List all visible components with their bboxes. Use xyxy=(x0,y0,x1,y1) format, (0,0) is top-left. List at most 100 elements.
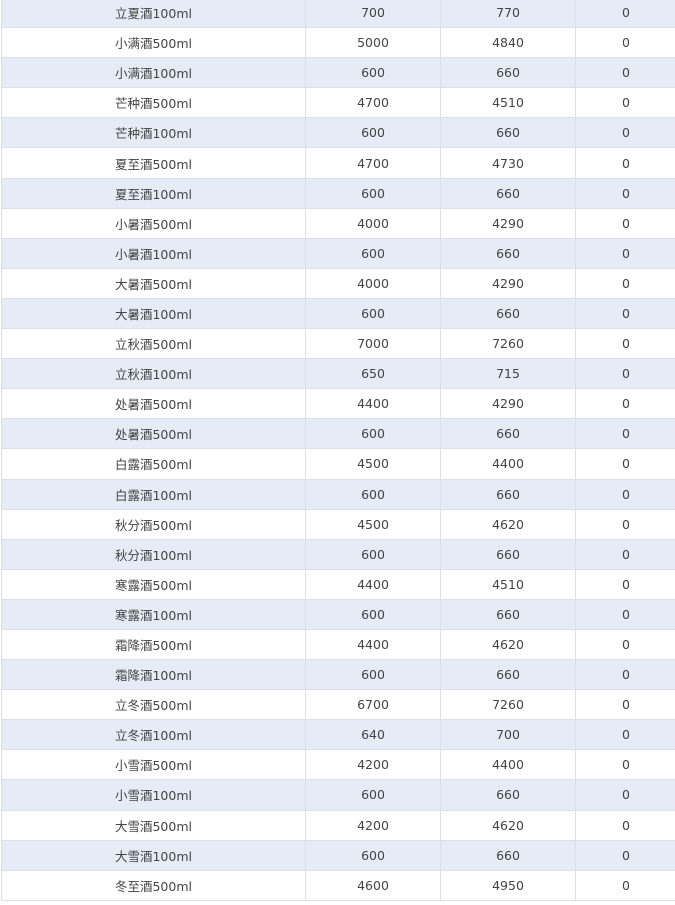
product-name-cell: 处暑酒500ml xyxy=(2,419,306,449)
table-row[interactable]: 白露酒100ml 600 660 0 xyxy=(2,479,675,510)
amount-cell: 770 xyxy=(441,0,576,28)
product-name-cell: 立冬酒500ml xyxy=(2,690,306,720)
table-row[interactable]: 小暑酒100ml 600 660 0 xyxy=(2,238,675,269)
table-row[interactable]: 大暑酒100ml 600 660 0 xyxy=(2,298,675,330)
table-row[interactable]: 处暑酒500ml 600 660 0 xyxy=(2,419,675,450)
quantity-cell: 0 xyxy=(622,215,630,231)
table-row[interactable]: 大暑酒500ml 4000 4290 0 xyxy=(2,268,675,299)
table-row[interactable]: 立秋酒100ml 650 715 0 xyxy=(2,359,675,390)
amount-cell: 660 xyxy=(441,780,576,810)
product-name-cell: 大雪酒100ml xyxy=(2,840,306,870)
table-row[interactable]: 冬至酒500ml 4600 4950 0 xyxy=(2,870,675,901)
product-name-cell: 秋分酒100ml xyxy=(2,539,306,569)
table-row[interactable]: 立秋酒500ml 7000 7260 0 xyxy=(2,329,675,360)
price-cell: 600 xyxy=(306,599,441,629)
quantity-cell: 0 xyxy=(622,275,630,291)
amount-cell: 7260 xyxy=(441,690,576,720)
table-row[interactable]: 立夏酒100ml 700 770 0 xyxy=(2,0,675,29)
table-row[interactable]: 寒露酒500ml 4400 4510 0 xyxy=(2,569,675,600)
product-name-cell: 霜降酒100ml xyxy=(2,660,306,690)
amount-cell: 4400 xyxy=(441,750,576,780)
table-row[interactable]: 立冬酒500ml 6700 7260 0 xyxy=(2,690,675,721)
quantity-cell: 0 xyxy=(622,697,630,713)
quantity-cell: 0 xyxy=(622,516,630,532)
price-cell: 7000 xyxy=(306,329,441,359)
quantity-cell: 0 xyxy=(622,245,630,261)
price-cell: 6700 xyxy=(306,690,441,720)
table-row[interactable]: 芒种酒100ml 600 660 0 xyxy=(2,118,675,149)
product-name-cell: 白露酒100ml xyxy=(2,479,306,509)
quantity-cell: 0 xyxy=(622,787,630,803)
price-cell: 4000 xyxy=(306,208,441,238)
amount-cell: 660 xyxy=(441,840,576,870)
quantity-cell: 0 xyxy=(622,155,630,171)
product-name-cell: 大暑酒100ml xyxy=(2,298,306,329)
quantity-cell: 0 xyxy=(622,576,630,592)
table-row[interactable]: 小满酒100ml 600 660 0 xyxy=(2,58,675,89)
amount-cell: 4840 xyxy=(441,28,576,58)
amount-cell: 660 xyxy=(441,599,576,629)
product-name-cell: 夏至酒500ml xyxy=(2,148,306,178)
price-cell: 600 xyxy=(306,238,441,268)
table-row[interactable]: 夏至酒100ml 600 660 0 xyxy=(2,178,675,209)
table-row[interactable]: 夏至酒500ml 4700 4730 0 xyxy=(2,148,675,179)
table-row[interactable]: 小暑酒500ml 4000 4290 0 xyxy=(2,208,675,239)
table-row[interactable]: 秋分酒500ml 4500 4620 0 xyxy=(2,509,675,540)
table-row[interactable]: 芒种酒500ml 4700 4510 0 xyxy=(2,88,675,119)
amount-cell: 4620 xyxy=(441,810,576,840)
table-row[interactable]: 秋分酒100ml 600 660 0 xyxy=(2,539,675,570)
table-row[interactable]: 处暑酒500ml 4400 4290 0 xyxy=(2,389,675,420)
price-cell: 4200 xyxy=(306,810,441,840)
amount-cell: 4400 xyxy=(441,449,576,479)
amount-cell: 700 xyxy=(441,720,576,750)
table-row[interactable]: 霜降酒500ml 4400 4620 0 xyxy=(2,629,675,661)
quantity-cell: 0 xyxy=(622,877,630,893)
price-cell: 4500 xyxy=(306,449,441,479)
price-cell: 600 xyxy=(306,419,441,449)
amount-cell: 660 xyxy=(441,118,576,148)
price-cell: 600 xyxy=(306,298,441,329)
price-cell: 640 xyxy=(306,720,441,750)
table-row[interactable]: 小雪酒500ml 4200 4400 0 xyxy=(2,750,675,781)
amount-cell: 660 xyxy=(441,479,576,509)
table-row[interactable]: 大雪酒100ml 600 660 0 xyxy=(2,840,675,871)
product-name-cell: 白露酒500ml xyxy=(2,449,306,479)
amount-cell: 7260 xyxy=(441,329,576,359)
table-row[interactable]: 霜降酒100ml 600 660 0 xyxy=(2,660,675,691)
table-row[interactable]: 小雪酒100ml 600 660 0 xyxy=(2,780,675,811)
quantity-cell: 0 xyxy=(622,727,630,743)
price-cell: 600 xyxy=(306,660,441,690)
price-cell: 4400 xyxy=(306,569,441,599)
quantity-cell: 0 xyxy=(622,5,630,21)
price-cell: 700 xyxy=(306,0,441,28)
amount-cell: 660 xyxy=(441,660,576,690)
amount-cell: 660 xyxy=(441,238,576,268)
quantity-cell: 0 xyxy=(622,637,630,653)
quantity-cell: 0 xyxy=(622,95,630,111)
price-cell: 4000 xyxy=(306,268,441,298)
product-name-cell: 霜降酒500ml xyxy=(2,629,306,660)
product-name-cell: 小满酒500ml xyxy=(2,28,306,58)
table-row[interactable]: 寒露酒100ml 600 660 0 xyxy=(2,599,675,630)
table-row[interactable]: 小满酒500ml 5000 4840 0 xyxy=(2,28,675,59)
amount-cell: 660 xyxy=(441,298,576,329)
product-name-cell: 夏至酒100ml xyxy=(2,178,306,208)
amount-cell: 4620 xyxy=(441,629,576,660)
table-row[interactable]: 白露酒500ml 4500 4400 0 xyxy=(2,449,675,480)
product-name-cell: 芒种酒500ml xyxy=(2,88,306,118)
product-name-cell: 小雪酒500ml xyxy=(2,750,306,780)
table-row[interactable]: 立冬酒100ml 640 700 0 xyxy=(2,720,675,751)
product-name-cell: 立秋酒500ml xyxy=(2,329,306,359)
product-name-cell: 立夏酒100ml xyxy=(2,0,306,28)
price-cell: 650 xyxy=(306,359,441,389)
quantity-cell: 0 xyxy=(622,366,630,382)
price-cell: 600 xyxy=(306,479,441,509)
product-name-cell: 小雪酒100ml xyxy=(2,780,306,810)
amount-cell: 4620 xyxy=(441,509,576,539)
amount-cell: 4730 xyxy=(441,148,576,178)
product-name-cell: 立秋酒100ml xyxy=(2,359,306,389)
quantity-cell: 0 xyxy=(622,305,630,321)
quantity-cell: 0 xyxy=(622,606,630,622)
product-name-cell: 寒露酒100ml xyxy=(2,599,306,629)
table-row[interactable]: 大雪酒500ml 4200 4620 0 xyxy=(2,810,675,841)
